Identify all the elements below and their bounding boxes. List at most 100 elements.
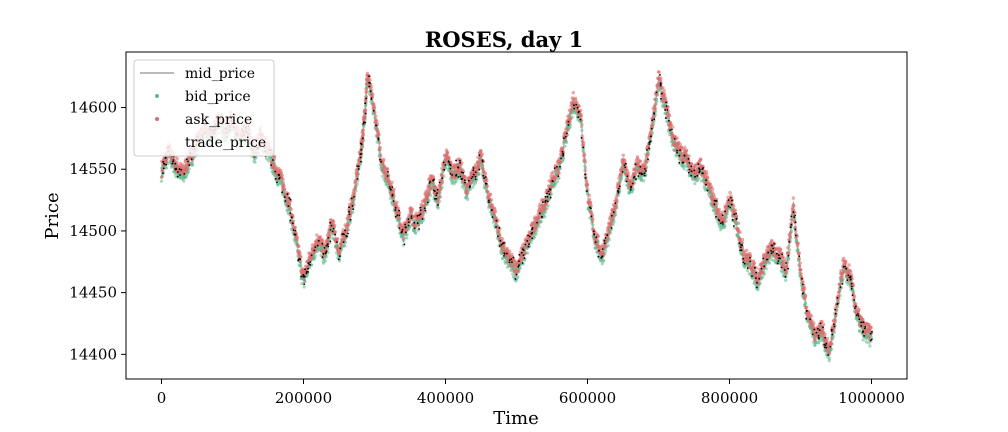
bid-price-point <box>682 167 686 171</box>
ask-price-point <box>740 240 744 245</box>
ask-price-point <box>396 206 401 211</box>
bid-price-point <box>602 259 606 263</box>
ask-price-point <box>361 129 365 133</box>
ask-price-point <box>797 256 801 261</box>
ask-price-point <box>551 170 555 174</box>
bid-price-point <box>769 258 773 262</box>
ask-price-point <box>354 184 358 188</box>
ask-price-point <box>652 115 656 119</box>
ask-price-point <box>447 157 451 161</box>
bid-price-point <box>466 197 470 201</box>
bid-price-point <box>477 172 481 176</box>
ask-price-point <box>789 230 793 234</box>
ask-price-point <box>812 321 816 325</box>
bid-price-point <box>813 343 817 348</box>
ask-price-point <box>611 217 615 221</box>
ask-price-point <box>279 171 283 175</box>
ask-price-point <box>392 187 396 192</box>
ask-price-point <box>804 305 809 309</box>
ask-price-point <box>571 91 575 95</box>
ask-price-point <box>352 191 357 195</box>
trade-price-point <box>299 258 301 260</box>
trade-price-point <box>283 196 286 199</box>
bid-price-point <box>864 340 868 344</box>
trade-price-point <box>270 164 272 167</box>
ask-price-point <box>797 251 801 255</box>
trade-price-point <box>284 200 287 202</box>
bid-price-point <box>351 210 355 214</box>
ask-price-point <box>723 216 727 221</box>
ask-price-point <box>854 302 858 306</box>
ask-price-point <box>302 277 306 282</box>
ask-price-point <box>789 217 793 222</box>
ask-price-point <box>802 286 807 291</box>
ask-price-point <box>654 102 658 106</box>
trade-price-point <box>294 229 297 232</box>
trade-price-point <box>187 160 189 163</box>
trade-price-point <box>288 197 291 199</box>
bid-price-point <box>557 176 561 180</box>
trade-price-point <box>274 177 277 180</box>
bid-price-point <box>642 179 646 183</box>
ask-price-point <box>485 184 489 189</box>
bid-price-point <box>796 248 800 252</box>
ask-price-point <box>705 172 709 176</box>
ask-price-point <box>646 153 650 157</box>
ask-price-point <box>563 138 567 143</box>
ask-price-point <box>687 154 691 158</box>
trade-price-point <box>171 162 174 165</box>
trade-price-point <box>294 233 297 236</box>
ask-price-point <box>653 97 657 102</box>
ask-price-point <box>463 175 467 179</box>
ask-price-point <box>603 244 608 248</box>
bid-price-point <box>182 179 186 183</box>
trade-price-point <box>281 191 284 194</box>
ask-price-point <box>728 190 732 195</box>
trade-price-point <box>276 181 278 184</box>
trade-price-point <box>292 229 295 231</box>
bid-price-point <box>868 344 872 348</box>
trade-price-point <box>297 259 300 262</box>
ask-price-point <box>736 221 741 225</box>
trade-price-point <box>185 158 188 161</box>
ask-price-point <box>508 249 512 253</box>
ask-price-point <box>159 175 164 179</box>
bid-price-point <box>580 128 584 133</box>
trade-price-point <box>290 216 293 219</box>
trade-price-point <box>289 212 292 214</box>
ask-price-point <box>587 193 591 198</box>
ask-price-point <box>615 193 619 197</box>
ask-price-point <box>635 155 640 159</box>
trade-price-point <box>289 198 292 201</box>
ask-price-point <box>437 195 442 199</box>
trade-price-point <box>172 160 174 163</box>
ask-price-point <box>791 196 796 200</box>
ask-price-point <box>844 261 848 265</box>
ask-price-point <box>485 178 489 182</box>
ask-price-point <box>786 246 790 250</box>
ask-price-point <box>489 198 494 202</box>
bid-price-point <box>751 276 755 280</box>
trade-price-point <box>188 164 191 167</box>
ask-price-point <box>731 204 736 208</box>
ask-price-point <box>440 179 444 183</box>
bid-price-point <box>404 236 408 240</box>
bid-price-point <box>444 166 448 170</box>
ask-price-point <box>160 168 165 173</box>
ask-price-point <box>374 114 378 118</box>
ask-price-point <box>612 213 616 218</box>
bid-price-point <box>323 259 327 263</box>
ask-price-point <box>561 146 565 151</box>
ask-price-point <box>534 226 538 230</box>
ask-price-point <box>351 200 355 205</box>
bid-price-point <box>591 223 595 227</box>
bid-price-point <box>631 187 635 191</box>
ask-price-point <box>361 132 366 136</box>
bid-price-point <box>436 206 440 210</box>
ask-price-point <box>500 237 504 241</box>
trade-price-point <box>190 158 193 161</box>
ask-price-point <box>633 172 638 177</box>
bid-price-point <box>829 347 833 351</box>
bid-price-point <box>405 233 409 237</box>
